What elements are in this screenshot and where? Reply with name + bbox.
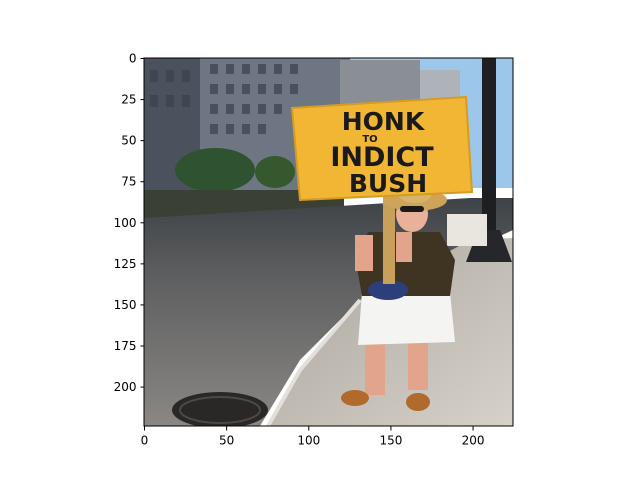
y-tick-label: 75 [121,175,136,189]
x-tick-label: 0 [141,434,149,448]
sign-line-honk: HONK [342,107,426,136]
y-axis: 0 25 50 75 100 125 150 175 200 [114,52,145,394]
x-tick-label: 100 [297,434,320,448]
protest-sign-board [290,95,474,202]
sign-line-bush: BUSH [349,169,427,198]
x-tick-label: 200 [462,434,485,448]
person-arm-right [396,232,412,262]
sign-line-to: TO [362,134,377,145]
sign-stick [383,196,395,284]
person-bag [368,280,408,300]
x-tick-label: 50 [219,434,234,448]
person-shorts [358,292,455,345]
person-shirt [356,232,455,296]
person-sunglasses [400,206,424,212]
trees [175,148,255,192]
y-tick-label: 200 [114,380,137,394]
person-leg-right [408,335,428,390]
lamp-post [482,58,496,248]
y-tick-label: 150 [114,298,137,312]
tree [255,156,295,188]
building-windows [150,64,298,134]
y-tick-label: 125 [114,257,137,271]
y-tick-label: 175 [114,339,137,353]
person-leg-left [365,335,385,395]
axes-frame [143,57,514,427]
y-tick-label: 25 [121,93,136,107]
x-tick-label: 150 [379,434,402,448]
curb [266,298,362,426]
sign-line-indict: INDICT [330,142,434,173]
person-shoe-left [341,390,369,406]
photo: HONK TO INDICT BUSH [144,58,513,426]
person-shoe-right [406,393,430,411]
manhole-rim [179,396,261,424]
small-street-sign [447,214,487,246]
x-axis: 0 50 100 150 200 [141,426,485,448]
protest-sign: HONK TO INDICT BUSH [290,95,474,202]
y-tick-label: 50 [121,134,136,148]
y-tick-label: 100 [114,216,137,230]
person-arm-left [355,235,373,271]
y-tick-label: 0 [129,52,137,66]
